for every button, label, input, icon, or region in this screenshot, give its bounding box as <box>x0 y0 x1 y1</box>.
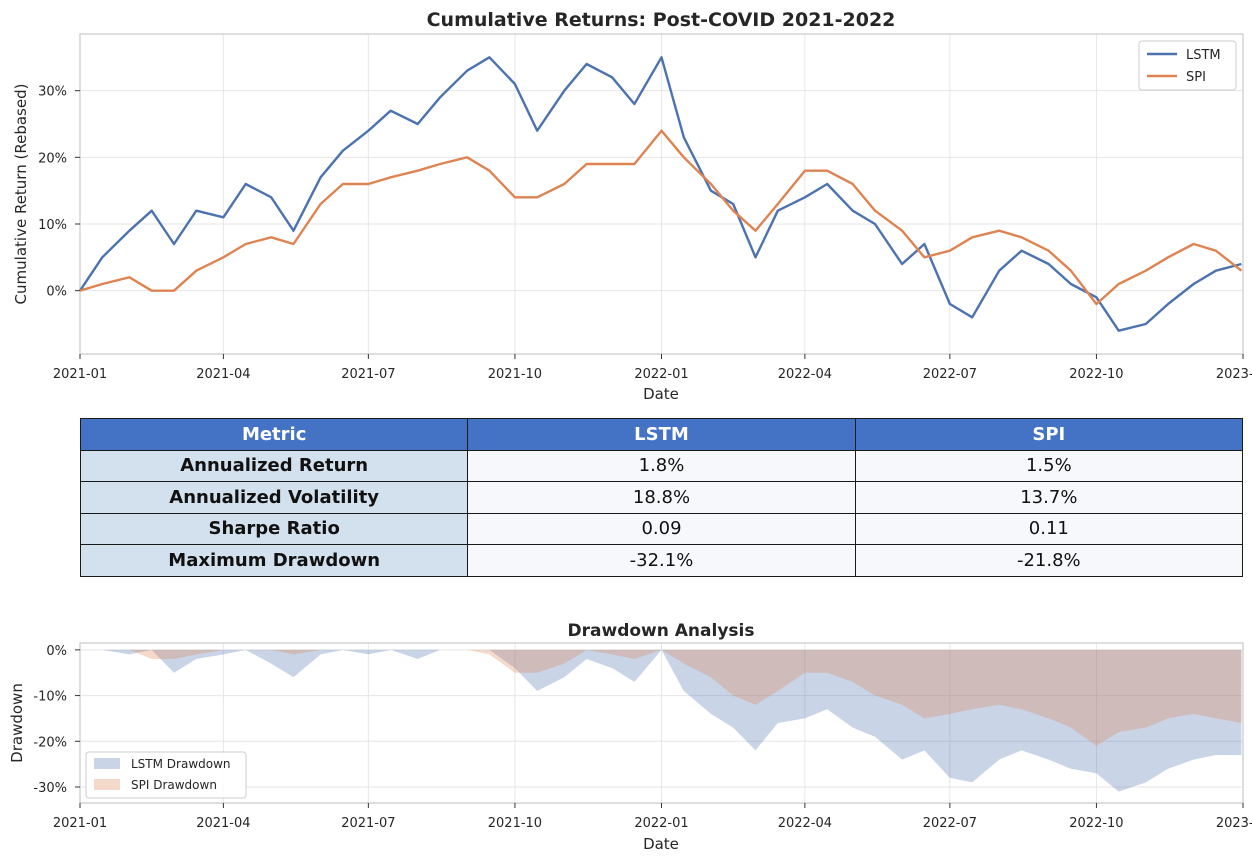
metric-label: Annualized Volatility <box>79 481 469 514</box>
lstm-series-line <box>79 56 1242 332</box>
table-row: Maximum Drawdown -32.1% -21.8% <box>79 544 1244 577</box>
table-header-cell: Metric <box>79 418 469 451</box>
cumulative-returns-chart: Cumulative Returns: Post-COVID 2021-2022… <box>12 9 1252 403</box>
metric-value-lstm: 1.8% <box>467 449 856 482</box>
x-axis-label: Date <box>643 385 679 403</box>
metric-label: Maximum Drawdown <box>79 544 469 577</box>
drawdown-chart: Drawdown Analysis 2021-01 2021-04 2021-07 2… <box>8 621 1252 853</box>
legend-label-spi: SPI <box>1186 70 1206 85</box>
x-tick-label: 2022-10 <box>1069 367 1123 382</box>
drawdown-y-tick-label: -10% <box>33 690 67 705</box>
drawdown-y-tick-label: -20% <box>33 735 67 750</box>
y-tick-label: 30% <box>38 85 67 100</box>
drawdown-x-tick-label: 2021-01 <box>53 816 107 831</box>
drawdown-y-tick-label: 0% <box>46 644 67 659</box>
drawdown-legend: LSTM Drawdown SPI Drawdown <box>85 751 247 799</box>
metrics-table: Metric LSTM SPI Annualized Return 1.8% 1… <box>79 418 1244 577</box>
x-tick-label: 2022-01 <box>634 367 688 382</box>
spi-drawdown-area <box>80 649 1242 746</box>
table-row: Annualized Return 1.8% 1.5% <box>79 449 1244 482</box>
metric-value-lstm: 18.8% <box>467 481 856 514</box>
legend: LSTM SPI <box>1138 40 1237 91</box>
table-header-row: Metric LSTM SPI <box>79 418 1244 451</box>
x-tick-label: 2021-07 <box>341 367 395 382</box>
drawdown-x-tick-label: 2022-04 <box>778 816 832 831</box>
drawdown-x-tick-label: 2021-07 <box>341 816 395 831</box>
x-tick-label: 2022-04 <box>778 367 832 382</box>
metric-value-spi: 13.7% <box>854 481 1244 514</box>
drawdown-x-tick-label: 2022-01 <box>634 816 688 831</box>
metric-value-spi: 1.5% <box>854 449 1244 482</box>
drawdown-x-axis-label: Date <box>643 835 679 853</box>
metric-value-spi: -21.8% <box>854 544 1244 577</box>
table-header-cell: LSTM <box>467 418 856 451</box>
drawdown-x-tick-label: 2023-01 <box>1216 816 1252 831</box>
drawdown-legend-box <box>85 751 247 799</box>
table-row: Annualized Volatility 18.8% 13.7% <box>79 481 1244 514</box>
x-tick-label: 2021-04 <box>196 367 250 382</box>
metric-value-lstm: -32.1% <box>467 544 856 577</box>
legend-label-lstm-drawdown: LSTM Drawdown <box>131 757 231 771</box>
drawdown-x-tick-label: 2022-10 <box>1069 816 1123 831</box>
drawdown-x-tick-label: 2022-07 <box>923 816 977 831</box>
drawdown-title: Drawdown Analysis <box>568 621 755 641</box>
y-tick-label: 10% <box>38 218 67 233</box>
table-header-cell: SPI <box>854 418 1244 451</box>
x-tick-label: 2021-10 <box>488 367 542 382</box>
legend-swatch-spi-drawdown <box>94 779 120 790</box>
table-row: Sharpe Ratio 0.09 0.11 <box>79 512 1244 545</box>
y-tick-label: 20% <box>38 151 67 166</box>
legend-label-spi-drawdown: SPI Drawdown <box>131 778 217 792</box>
metric-value-lstm: 0.09 <box>467 512 856 545</box>
metric-label: Annualized Return <box>79 449 469 482</box>
metric-value-spi: 0.11 <box>854 512 1244 545</box>
chart-title: Cumulative Returns: Post-COVID 2021-2022 <box>427 9 896 31</box>
x-tick-label: 2022-07 <box>923 367 977 382</box>
legend-label-lstm: LSTM <box>1186 48 1221 63</box>
legend-swatch-lstm-drawdown <box>94 758 120 769</box>
y-tick-label: 0% <box>46 285 67 300</box>
x-tick-label: 2021-01 <box>53 367 107 382</box>
metric-label: Sharpe Ratio <box>79 512 469 545</box>
spi-series-line <box>79 129 1243 306</box>
lstm-drawdown-area <box>80 649 1242 792</box>
drawdown-y-axis-label: Drawdown <box>8 683 26 763</box>
y-axis-label: Cumulative Return (Rebased) <box>12 84 30 305</box>
drawdown-x-tick-label: 2021-10 <box>488 816 542 831</box>
drawdown-y-tick-label: -30% <box>33 781 67 796</box>
drawdown-x-tick-label: 2021-04 <box>196 816 250 831</box>
x-tick-label: 2023-01 <box>1216 367 1252 382</box>
